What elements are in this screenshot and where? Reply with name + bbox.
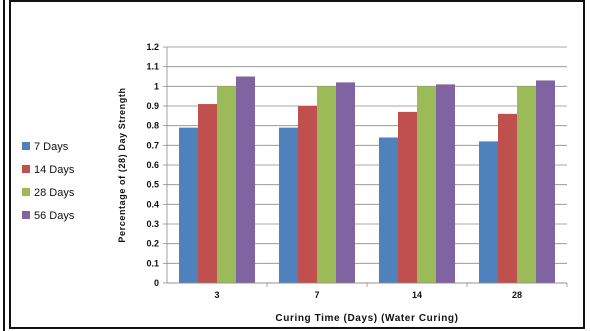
x-tick-label: 14 xyxy=(412,290,422,300)
y-tick-label: 0.7 xyxy=(146,140,159,150)
bar xyxy=(498,113,517,283)
y-tick-label: 0 xyxy=(154,278,159,288)
y-tick-label: 0.8 xyxy=(146,121,159,131)
bar xyxy=(198,104,217,284)
y-tick-label: 0.1 xyxy=(146,258,159,268)
y-tick-label: 0.9 xyxy=(146,101,159,111)
frame-left-rule xyxy=(3,0,5,331)
figure-frame xyxy=(9,0,585,329)
bar xyxy=(479,141,498,283)
legend-label: 56 Days xyxy=(34,210,75,222)
bars xyxy=(179,76,555,284)
y-tick-label: 1 xyxy=(154,81,159,91)
bar xyxy=(217,86,236,283)
y-tick-label: 1.1 xyxy=(146,62,159,72)
legend-label: 28 Days xyxy=(34,187,75,199)
bar xyxy=(336,82,355,284)
y-axis-label: Percentage of (28) Day Strength xyxy=(117,87,127,242)
legend: 7 Days 14 Days 28 Days 56 Days xyxy=(22,141,75,222)
legend-swatch xyxy=(22,142,30,150)
bar xyxy=(236,76,255,283)
bar xyxy=(379,137,398,283)
x-tick-label: 28 xyxy=(512,290,522,300)
x-tick-label: 7 xyxy=(314,290,319,300)
bar xyxy=(279,127,298,283)
y-tick-label: 0.3 xyxy=(146,219,159,229)
bar xyxy=(298,106,317,283)
y-tick-label: 1.2 xyxy=(146,42,159,52)
y-tick-labels: 0 0.1 0.2 0.3 0.4 0.5 0.6 0.7 0.8 0.9 1 1.1 1.2 xyxy=(146,42,159,288)
legend-label: 14 Days xyxy=(34,164,75,176)
bar xyxy=(436,84,455,283)
legend-swatch xyxy=(22,165,30,173)
x-axis-label: Curing Time (Days) (Water Curing) xyxy=(275,313,458,324)
y-tick-label: 0.6 xyxy=(146,160,159,170)
legend-swatch xyxy=(22,188,30,196)
legend-label: 7 Days xyxy=(34,141,69,153)
bar xyxy=(317,86,336,283)
y-tick-label: 0.2 xyxy=(146,239,159,249)
y-tick-label: 0.5 xyxy=(146,180,159,190)
bar xyxy=(536,80,555,283)
bar xyxy=(398,111,417,284)
axes xyxy=(163,46,568,287)
bar xyxy=(179,127,198,283)
legend-swatch xyxy=(22,211,30,219)
bar xyxy=(517,86,536,283)
x-tick-label: 3 xyxy=(214,290,219,300)
bar xyxy=(417,86,436,283)
y-tick-label: 0.4 xyxy=(146,199,159,209)
x-tick-labels: 3 7 14 28 xyxy=(214,290,522,300)
